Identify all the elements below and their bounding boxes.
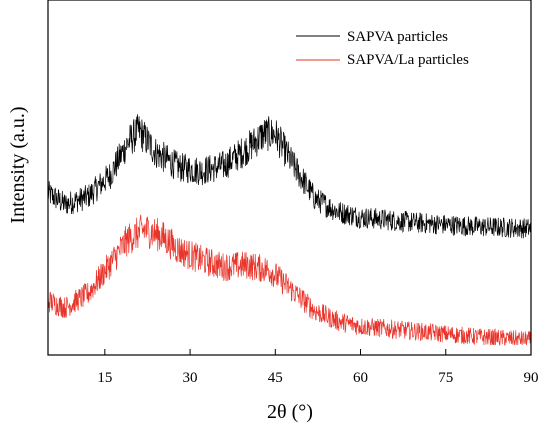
x-tick-label: 75 <box>438 370 453 386</box>
legend: SAPVA particles SAPVA/La particles <box>296 29 469 68</box>
y-axis-label: Intensity (a.u.) <box>7 106 29 223</box>
series-line-1 <box>47 214 532 346</box>
legend-label-sapva-la: SAPVA/La particles <box>347 52 469 68</box>
plot-frame <box>47 0 532 356</box>
x-tick-label: 60 <box>353 370 368 386</box>
legend-label-sapva: SAPVA particles <box>347 29 448 45</box>
x-tick-label: 90 <box>524 370 539 386</box>
x-axis-ticks: 15 30 45 60 75 90 <box>97 349 539 386</box>
x-tick-label: 45 <box>268 370 283 386</box>
plot-lines <box>47 114 532 346</box>
x-tick-label: 15 <box>97 370 112 386</box>
x-tick-label: 30 <box>183 370 198 386</box>
series-line-0 <box>47 114 532 239</box>
x-axis-label: 2θ (°) <box>267 401 313 423</box>
